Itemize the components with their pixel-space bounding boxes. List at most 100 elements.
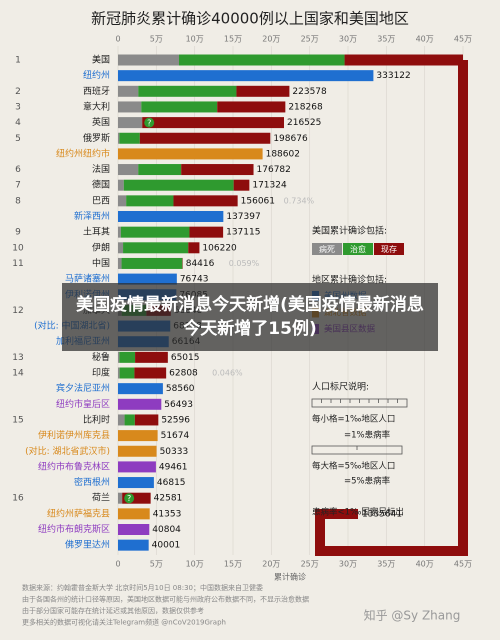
stack-segment — [118, 132, 120, 144]
stack-segment — [118, 85, 139, 97]
region-bar — [118, 398, 162, 410]
rank: 9 — [15, 228, 21, 238]
stack-segment — [139, 132, 271, 144]
row-label: 美国 — [92, 54, 110, 66]
row-label: 西班牙 — [83, 85, 110, 97]
stack-segment — [236, 85, 290, 97]
stack-segment — [118, 414, 125, 426]
stack-segment — [135, 351, 168, 363]
total-label: 216525 — [287, 118, 321, 128]
x-tick-label: 5万 — [150, 35, 163, 44]
rank: 13 — [12, 353, 23, 363]
legend-label: 治愈 — [350, 244, 366, 254]
row-label: 纽约州萨福克县 — [47, 507, 110, 519]
region-bar — [118, 211, 224, 222]
unknown-marker — [124, 493, 135, 504]
x-tick-label: 25万 — [301, 35, 319, 44]
x-tick-label: 10万 — [186, 35, 204, 44]
region-bar — [118, 383, 163, 395]
footer-note: 由于各国各州的统计口径等原因，美国地区数据可能与州政府公布数据不同，不显示治愈数… — [22, 595, 309, 604]
region-bar — [118, 508, 150, 520]
region-bar — [118, 273, 177, 285]
row-label: 伊利诺伊州库克县 — [38, 429, 110, 441]
legend-title: 地区累计确诊包括: — [312, 274, 387, 286]
stack-segment — [126, 195, 174, 207]
rate-label: 0.734% — [284, 196, 315, 205]
total-label: 49461 — [159, 462, 188, 472]
total-label: 106220 — [202, 243, 237, 253]
stack-segment — [142, 117, 285, 129]
stack-segment — [118, 117, 143, 129]
stack-segment — [118, 101, 142, 113]
rank: 2 — [15, 87, 21, 97]
stack-segment — [217, 101, 286, 113]
stack-segment — [118, 164, 139, 176]
legend-swatch — [374, 243, 404, 255]
x-axis-label: 累计确诊 — [274, 572, 306, 582]
rank: 3 — [15, 102, 21, 112]
x-tick-label: 35万 — [377, 560, 395, 569]
rank: 5 — [15, 134, 21, 144]
row-label: 新泽西州 — [74, 210, 110, 222]
row-label: 佛罗里达州 — [65, 539, 110, 551]
x-tick-label: 40万 — [416, 560, 434, 569]
row-label: 土耳其 — [83, 226, 110, 238]
x-tick-label: 0 — [115, 35, 120, 44]
stack-segment — [118, 257, 122, 269]
scale-note: =5%患病率 — [344, 476, 391, 487]
x-tick-label: 0 — [115, 560, 120, 569]
legend-swatch — [312, 243, 342, 255]
row-label: 俄罗斯 — [83, 132, 110, 144]
row-label: 法国 — [92, 163, 110, 175]
row-label: 德国 — [92, 179, 110, 191]
legend-swatch — [343, 243, 373, 255]
row-label: 意大利 — [83, 100, 110, 112]
stack-segment — [178, 54, 345, 66]
region-bar — [118, 461, 156, 473]
stack-segment — [188, 242, 200, 254]
x-tick-label: 20万 — [262, 560, 280, 569]
total-label: 52596 — [161, 415, 190, 425]
total-label: 41353 — [153, 509, 182, 519]
rank: 1 — [15, 56, 21, 66]
region-bar — [118, 539, 149, 551]
total-label: 42581 — [154, 494, 183, 504]
stack-segment — [122, 492, 151, 504]
legend-title: 人口标尺说明: — [312, 381, 369, 393]
rank: 6 — [15, 165, 21, 175]
rank: 14 — [12, 369, 24, 379]
stack-segment — [123, 179, 234, 191]
x-tick-label: 10万 — [186, 560, 204, 569]
stack-segment — [118, 492, 123, 504]
row-label: 印度 — [92, 367, 110, 379]
region-bar — [118, 430, 158, 442]
total-label: 137115 — [226, 228, 260, 238]
total-label: 156061 — [241, 196, 275, 206]
x-tick-label: 45万 — [454, 560, 472, 569]
stack-segment — [138, 85, 237, 97]
rank: 7 — [15, 181, 21, 191]
x-tick-label: 5万 — [150, 560, 163, 569]
stack-segment — [138, 164, 182, 176]
row-label: 马萨诸塞州 — [65, 273, 110, 285]
row-label: 巴西 — [92, 195, 110, 206]
x-tick-label: 15万 — [224, 560, 242, 569]
overflow-path — [315, 60, 468, 556]
x-tick-label: 35万 — [377, 35, 395, 44]
footer-note: 数据来源：约翰霍普金斯大学 北京时间5月10日 08:30；中国数据来自卫健委 — [22, 583, 263, 592]
x-tick-label: 30万 — [339, 35, 357, 44]
stack-segment — [118, 226, 121, 238]
total-label: 218268 — [288, 102, 323, 112]
stack-segment — [119, 351, 136, 363]
unknown-note: ? — [147, 119, 151, 128]
stack-segment — [181, 164, 254, 176]
x-tick-label: 15万 — [224, 35, 242, 44]
total-label: 51674 — [161, 431, 190, 441]
total-label: 46815 — [157, 478, 186, 488]
rank: 8 — [15, 196, 21, 206]
row-label: 荷兰 — [92, 492, 110, 504]
row-label: 密西根州 — [74, 476, 110, 488]
region-bar — [118, 148, 263, 160]
region-bar — [118, 477, 154, 489]
